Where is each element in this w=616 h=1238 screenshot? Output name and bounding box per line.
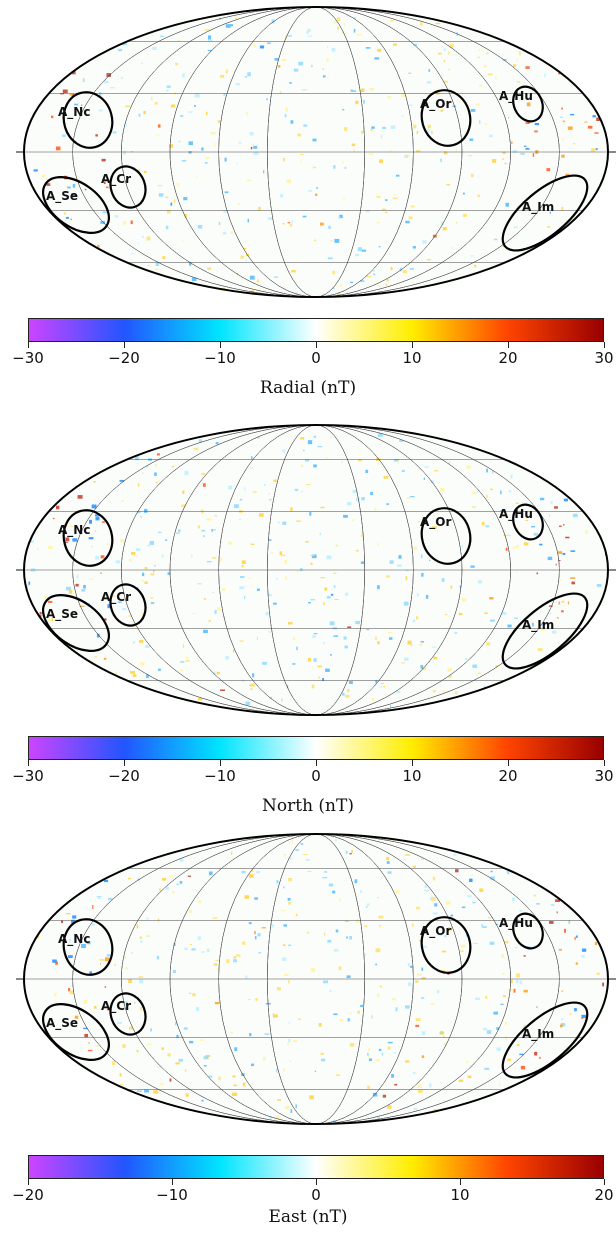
colorbar-tick-label: −30: [12, 767, 44, 785]
region-label-a-or: A_Or: [420, 515, 451, 530]
region-label-a-or: A_Or: [420, 97, 451, 112]
region-label-a-im: A_Im: [522, 618, 554, 633]
colorbar-tick: [316, 342, 317, 348]
region-outline-a-im: [501, 174, 589, 252]
east-colorbar: [28, 1155, 604, 1179]
colorbar-tick: [604, 1179, 605, 1185]
region-outline-a-nc: [62, 91, 114, 149]
region-outline-a-nc: [62, 918, 114, 976]
region-outline-a-im: [501, 592, 589, 670]
radial-colorbar: [28, 318, 604, 342]
region-outline-a-or: [420, 89, 472, 147]
map-outline: [23, 833, 609, 1125]
colorbar-tick: [604, 760, 605, 766]
region-label-a-im: A_Im: [522, 1027, 554, 1042]
colorbar-tick: [28, 342, 29, 348]
region-label-a-nc: A_Nc: [58, 932, 90, 947]
colorbar-tick: [508, 342, 509, 348]
colorbar-tick: [124, 760, 125, 766]
east-colorbar-title: East (nT): [268, 1207, 348, 1227]
colorbar-tick: [220, 342, 221, 348]
colorbar-tick-label: −20: [12, 1186, 44, 1204]
graticule: [24, 7, 608, 297]
region-label-a-hu: A_Hu: [499, 916, 533, 931]
region-outline-a-se: [42, 1003, 110, 1061]
region-outline-a-cr: [109, 583, 147, 627]
colorbar-tick: [124, 342, 125, 348]
region-label-a-se: A_Se: [46, 607, 78, 622]
graticule: [24, 834, 608, 1124]
colorbar-tick-label: −20: [108, 767, 140, 785]
region-outline-a-cr: [109, 165, 147, 209]
graticule: [24, 425, 608, 715]
panel-north: A_Nc A_Cr A_Se A_Or A_Hu A_Im −30 −20 −10 0 10 20 3…: [0, 410, 616, 825]
east-map: A_Nc A_Cr A_Se A_Or A_Hu A_Im: [16, 833, 616, 1125]
colorbar-tick: [316, 760, 317, 766]
region-outline-a-hu: [512, 503, 544, 541]
colorbar-tick-label: 10: [402, 767, 422, 785]
map-outline: [23, 424, 609, 716]
north-map: A_Nc A_Cr A_Se A_Or A_Hu A_Im: [16, 424, 616, 716]
region-label-a-im: A_Im: [522, 200, 554, 215]
region-label-a-cr: A_Cr: [101, 999, 131, 1014]
colorbar-tick-label: −10: [156, 1186, 188, 1204]
colorbar-tick-label: 10: [450, 1186, 470, 1204]
region-outline-a-nc: [62, 509, 114, 567]
region-outline-a-or: [420, 916, 472, 974]
colorbar-tick: [508, 760, 509, 766]
region-outline-a-hu: [512, 912, 544, 950]
colorbar-tick-label: 0: [311, 767, 321, 785]
region-label-a-nc: A_Nc: [58, 523, 90, 538]
region-label-a-se: A_Se: [46, 1016, 78, 1031]
colorbar-tick-label: 0: [311, 349, 321, 367]
region-label-a-hu: A_Hu: [499, 89, 533, 104]
region-outline-a-or: [420, 507, 472, 565]
colorbar-tick: [412, 342, 413, 348]
colorbar-tick: [604, 342, 605, 348]
panel-radial: A_Nc A_Cr A_Se A_Or A_Hu A_Im −30 −20 −10 0 10 20 3…: [0, 0, 616, 410]
region-outline-a-cr: [109, 992, 147, 1036]
colorbar-tick-label: 30: [594, 767, 614, 785]
colorbar-tick-label: 0: [311, 1186, 321, 1204]
colorbar-tick-label: 20: [498, 767, 518, 785]
radial-colorbar-ticks: −30 −20 −10 0 10 20 30: [0, 342, 616, 372]
colorbar-tick-label: −20: [108, 349, 140, 367]
east-colorbar-ticks: −20 −10 0 10 20: [0, 1179, 616, 1209]
colorbar-tick: [316, 1179, 317, 1185]
map-outline: [23, 6, 609, 298]
region-label-a-nc: A_Nc: [58, 105, 90, 120]
colorbar-tick: [220, 760, 221, 766]
radial-map: A_Nc A_Cr A_Se A_Or A_Hu A_Im: [16, 6, 616, 298]
panel-east: A_Nc A_Cr A_Se A_Or A_Hu A_Im −20 −10 0 10 20 Eas…: [0, 825, 616, 1238]
region-outline-a-hu: [512, 85, 544, 123]
region-outline-a-se: [42, 176, 110, 234]
north-colorbar-ticks: −30 −20 −10 0 10 20 30: [0, 760, 616, 790]
colorbar-tick-label: 30: [594, 349, 614, 367]
colorbar-tick-label: −10: [204, 349, 236, 367]
colorbar-tick-label: −10: [204, 767, 236, 785]
colorbar-tick-label: 10: [402, 349, 422, 367]
colorbar-tick: [28, 760, 29, 766]
region-label-a-cr: A_Cr: [101, 590, 131, 605]
radial-colorbar-title: Radial (nT): [259, 378, 357, 398]
region-label-a-or: A_Or: [420, 924, 451, 939]
region-outline-a-se: [42, 594, 110, 652]
colorbar-tick: [460, 1179, 461, 1185]
colorbar-tick-label: 20: [498, 349, 518, 367]
region-label-a-cr: A_Cr: [101, 172, 131, 187]
colorbar-tick-label: 20: [594, 1186, 614, 1204]
colorbar-tick: [28, 1179, 29, 1185]
colorbar-tick: [172, 1179, 173, 1185]
colorbar-tick-label: −30: [12, 349, 44, 367]
north-colorbar-title: North (nT): [262, 796, 354, 816]
region-label-a-hu: A_Hu: [499, 507, 533, 522]
colorbar-tick: [412, 760, 413, 766]
north-colorbar: [28, 736, 604, 760]
region-outline-a-im: [501, 1001, 589, 1079]
region-label-a-se: A_Se: [46, 189, 78, 204]
